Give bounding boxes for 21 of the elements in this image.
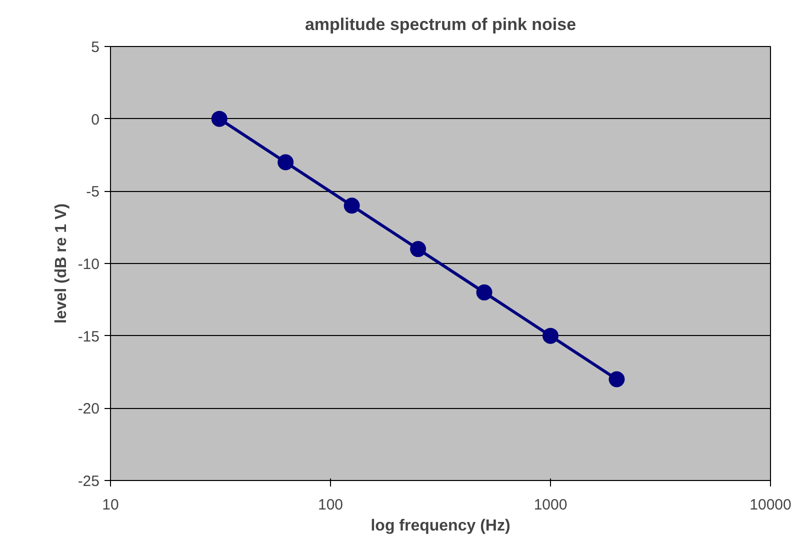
y-tick-label: -15 [78, 328, 100, 346]
x-tick-label: 1000 [534, 496, 568, 514]
point [608, 371, 625, 388]
y-tick-label: -20 [78, 400, 100, 418]
x-tick-label: 10 [102, 496, 119, 514]
point [410, 241, 426, 258]
x-tick-label: 10000 [750, 496, 792, 514]
y-tick-label: -5 [86, 184, 100, 201]
point [542, 328, 558, 344]
y-tick-label: 0 [91, 111, 100, 128]
y-tick-label: 5 [91, 39, 100, 56]
y-tick-label: -25 [78, 473, 100, 490]
chart-title: amplitude spectrum of pink noise [304, 15, 576, 34]
y-tick-label: -10 [78, 256, 100, 273]
point [344, 198, 360, 214]
y-axis-title: level (dB re 1 V) [52, 203, 70, 324]
x-axis-title: log frequency (Hz) [370, 518, 510, 534]
point [278, 154, 294, 170]
x-tick-label: 100 [318, 496, 344, 514]
point [476, 284, 492, 300]
point [211, 110, 228, 127]
